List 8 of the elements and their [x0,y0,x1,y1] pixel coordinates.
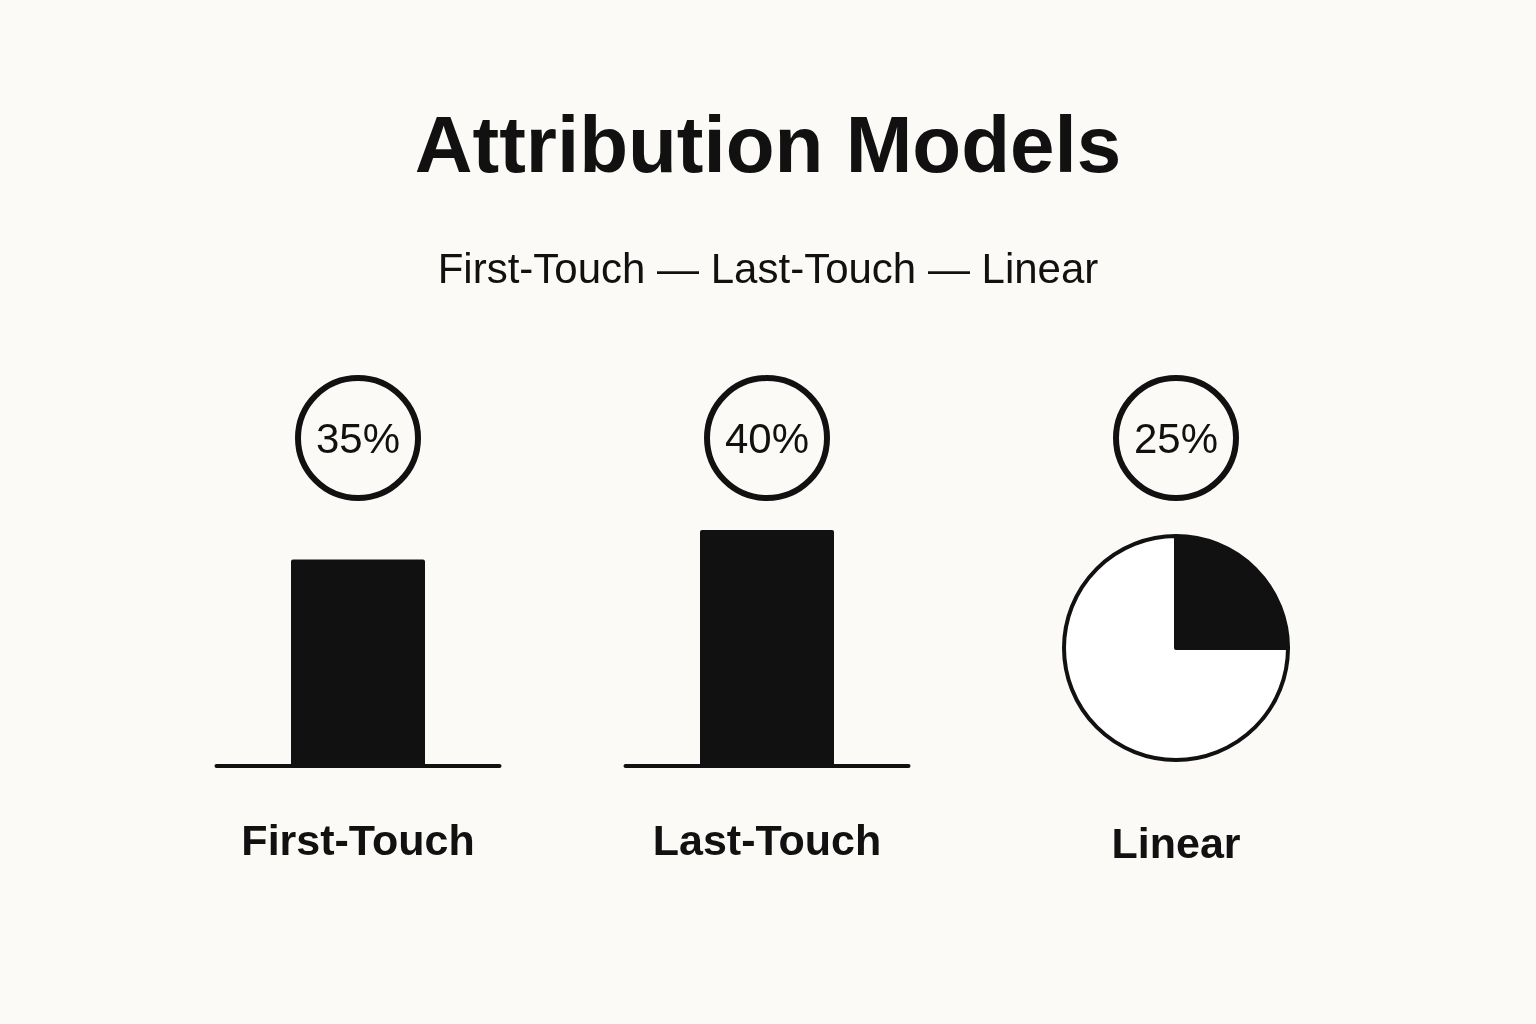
text: Linear [1111,818,1241,867]
x-tick-label: First-Touch [241,815,475,864]
data-label: 25% [1133,414,1219,462]
chart-title: Attribution Models [414,99,1122,189]
chart-subtitle: First-Touch — Last-Touch — Linear [437,244,1099,292]
data-label: 35% [315,414,401,462]
data-label: 40% [724,414,810,462]
x-tick-label: Last-Touch [652,815,882,864]
